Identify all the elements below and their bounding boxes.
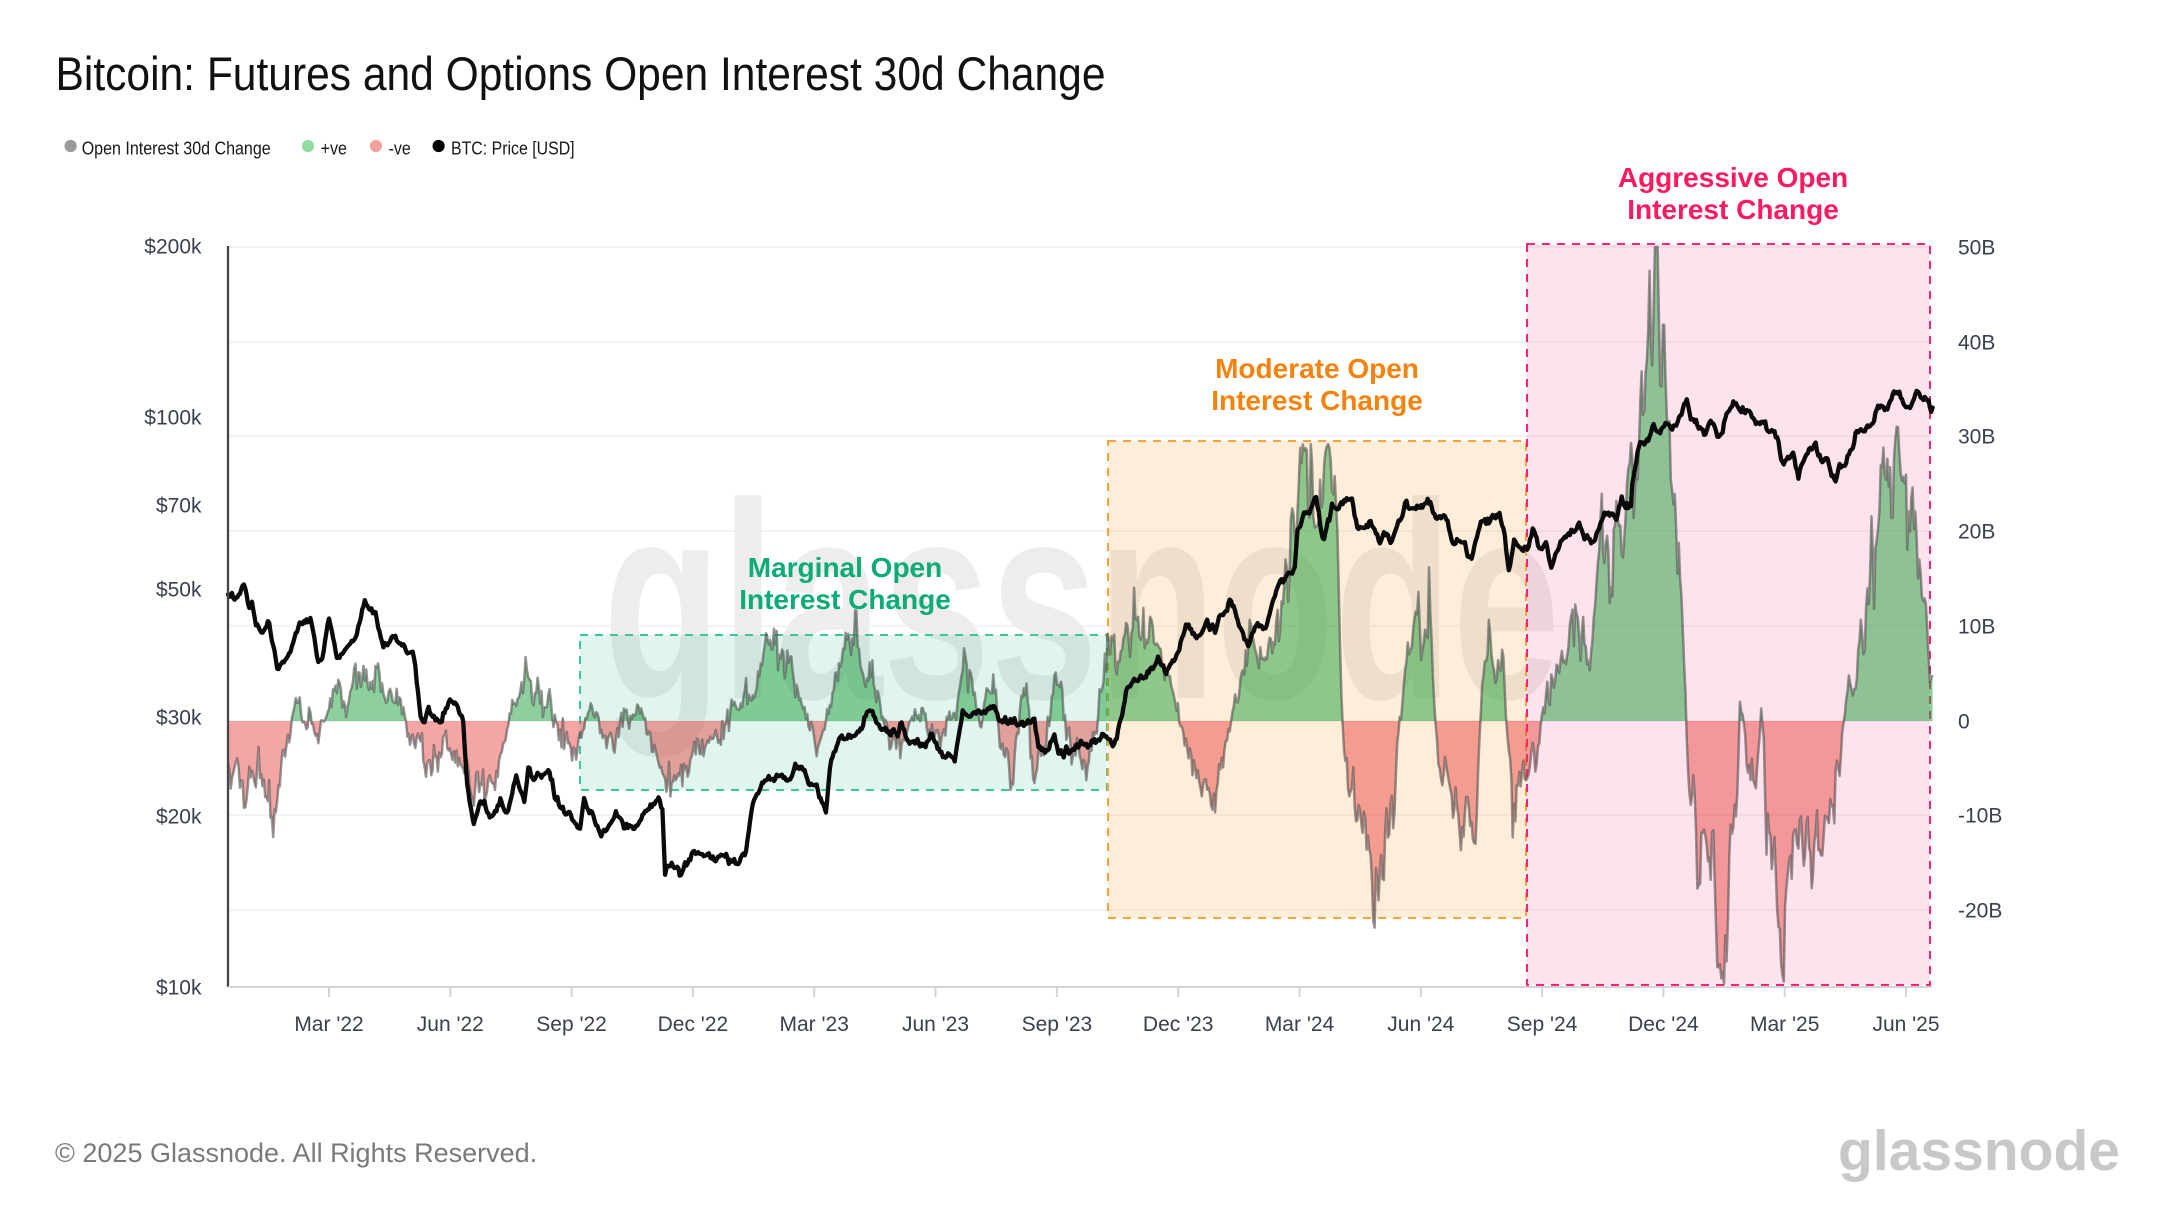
- svg-text:Mar '22: Mar '22: [294, 1013, 363, 1036]
- svg-text:20B: 20B: [1958, 521, 1995, 544]
- svg-text:Sep '23: Sep '23: [1022, 1013, 1093, 1036]
- svg-text:-20B: -20B: [1958, 900, 2002, 923]
- svg-text:glassnode: glassnode: [1838, 1119, 2120, 1183]
- svg-text:Sep '22: Sep '22: [536, 1013, 607, 1036]
- svg-text:$30k: $30k: [156, 707, 202, 730]
- svg-text:Marginal Open: Marginal Open: [748, 552, 942, 583]
- svg-text:Jun '22: Jun '22: [417, 1013, 484, 1036]
- svg-text:Jun '23: Jun '23: [902, 1013, 969, 1036]
- svg-text:+ve: +ve: [321, 139, 347, 159]
- svg-text:BTC: Price [USD]: BTC: Price [USD]: [451, 139, 575, 159]
- svg-text:50B: 50B: [1958, 237, 1995, 260]
- svg-text:Interest Change: Interest Change: [739, 584, 951, 615]
- svg-text:-10B: -10B: [1958, 805, 2002, 828]
- svg-text:Jun '25: Jun '25: [1872, 1013, 1939, 1036]
- svg-text:$200k: $200k: [144, 236, 202, 259]
- svg-text:$50k: $50k: [156, 579, 202, 602]
- svg-text:Open Interest 30d Change: Open Interest 30d Change: [82, 139, 271, 159]
- svg-text:Sep '24: Sep '24: [1507, 1013, 1578, 1036]
- svg-text:© 2025 Glassnode. All Rights R: © 2025 Glassnode. All Rights Reserved.: [55, 1138, 537, 1168]
- svg-text:Aggressive Open: Aggressive Open: [1618, 162, 1848, 193]
- svg-text:$100k: $100k: [144, 407, 202, 430]
- svg-text:0: 0: [1958, 711, 1970, 734]
- svg-text:Dec '24: Dec '24: [1628, 1013, 1699, 1036]
- svg-text:Moderate Open: Moderate Open: [1215, 353, 1419, 384]
- svg-text:Jun '24: Jun '24: [1387, 1013, 1454, 1036]
- svg-text:Mar '23: Mar '23: [780, 1013, 849, 1036]
- svg-text:40B: 40B: [1958, 332, 1995, 355]
- svg-text:Mar '25: Mar '25: [1750, 1013, 1819, 1036]
- svg-text:$10k: $10k: [156, 977, 202, 1000]
- svg-text:Interest Change: Interest Change: [1627, 194, 1839, 225]
- svg-text:$70k: $70k: [156, 495, 202, 518]
- svg-text:$20k: $20k: [156, 806, 202, 829]
- svg-text:Dec '23: Dec '23: [1143, 1013, 1214, 1036]
- svg-text:-ve: -ve: [389, 139, 411, 159]
- svg-text:10B: 10B: [1958, 616, 1995, 639]
- svg-text:30B: 30B: [1958, 426, 1995, 449]
- svg-text:Interest Change: Interest Change: [1211, 385, 1423, 416]
- svg-text:Mar '24: Mar '24: [1265, 1013, 1335, 1036]
- svg-text:Dec '22: Dec '22: [658, 1013, 729, 1036]
- svg-text:Bitcoin: Futures and Options O: Bitcoin: Futures and Options Open Intere…: [56, 47, 1106, 100]
